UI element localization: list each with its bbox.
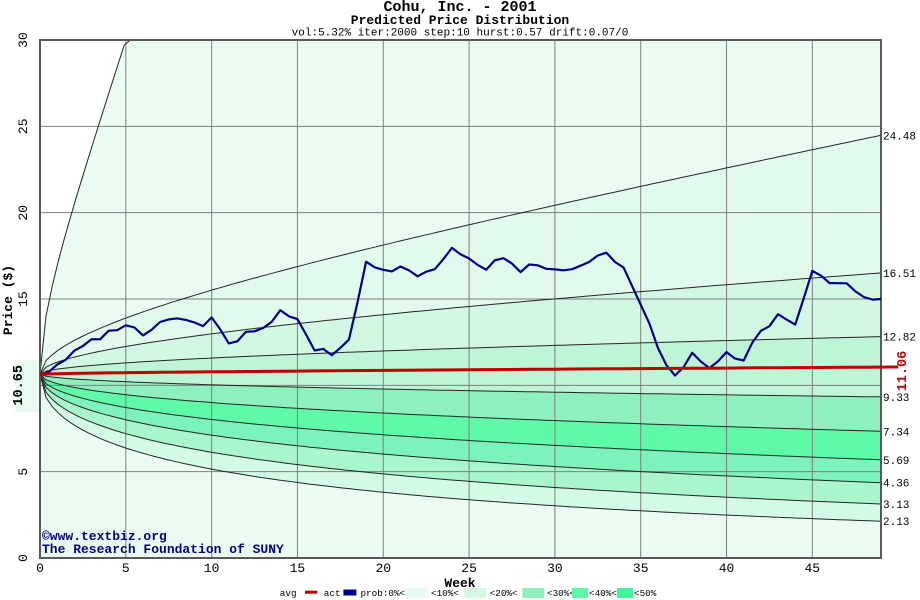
svg-text:<20%<: <20%< xyxy=(490,588,518,599)
svg-text:2.13: 2.13 xyxy=(883,517,909,529)
svg-text:<40%<: <40%< xyxy=(589,588,617,599)
svg-text:30: 30 xyxy=(547,561,563,576)
svg-text:vol:5.32% iter:2000 step:10 hu: vol:5.32% iter:2000 step:10 hurst:0.57 d… xyxy=(292,28,629,40)
svg-text:24.48: 24.48 xyxy=(883,131,916,143)
svg-text:20: 20 xyxy=(16,205,31,221)
svg-text:15: 15 xyxy=(290,561,306,576)
svg-text:prob:0%<: prob:0%< xyxy=(361,588,406,599)
svg-text:<30%<: <30%< xyxy=(547,588,575,599)
svg-text:<10%<: <10%< xyxy=(431,588,459,599)
svg-text:4.36: 4.36 xyxy=(883,479,909,491)
svg-text:30: 30 xyxy=(16,32,31,48)
svg-text:<50%: <50% xyxy=(634,588,657,599)
svg-text:16.51: 16.51 xyxy=(883,269,916,281)
svg-text:Predicted Price Distribution: Predicted Price Distribution xyxy=(351,13,570,28)
svg-text:5.69: 5.69 xyxy=(883,456,909,468)
svg-text:5: 5 xyxy=(122,561,130,576)
svg-text:The Research Foundation of SUN: The Research Foundation of SUNY xyxy=(42,542,284,557)
svg-text:3.13: 3.13 xyxy=(883,500,909,512)
svg-text:5: 5 xyxy=(16,468,31,476)
svg-text:10.65: 10.65 xyxy=(12,365,27,406)
svg-text:25: 25 xyxy=(461,561,477,576)
svg-text:0: 0 xyxy=(16,554,31,562)
svg-text:0: 0 xyxy=(36,561,44,576)
svg-text:35: 35 xyxy=(633,561,649,576)
svg-text:15: 15 xyxy=(16,291,31,307)
svg-text:Price ($): Price ($) xyxy=(1,265,16,335)
svg-text:40: 40 xyxy=(719,561,735,576)
svg-text:45: 45 xyxy=(804,561,820,576)
svg-text:9.33: 9.33 xyxy=(883,393,909,405)
svg-text:20: 20 xyxy=(375,561,391,576)
svg-text:10: 10 xyxy=(204,561,220,576)
svg-text:7.34: 7.34 xyxy=(883,427,910,439)
svg-text:act: act xyxy=(324,588,341,599)
svg-text:avg: avg xyxy=(280,588,297,599)
svg-text:11.06: 11.06 xyxy=(896,351,911,392)
svg-text:12.82: 12.82 xyxy=(883,333,916,345)
svg-text:25: 25 xyxy=(16,118,31,134)
